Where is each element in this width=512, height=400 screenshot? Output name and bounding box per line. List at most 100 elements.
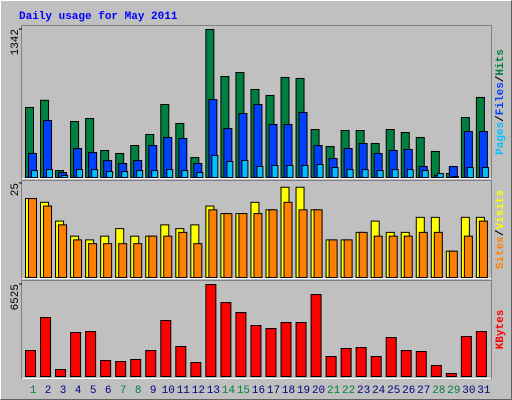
bar: [70, 332, 82, 377]
x-tick-label: 2: [45, 385, 52, 397]
bar: [385, 337, 397, 377]
legend: KBytes: [495, 310, 507, 350]
x-tick-label: 8: [135, 385, 142, 397]
bar: [340, 348, 352, 378]
bar: [316, 163, 324, 178]
x-tick-label: 16: [252, 385, 265, 397]
legend-separator: /: [495, 75, 507, 82]
bar: [253, 213, 263, 278]
bar: [436, 173, 444, 178]
bar: [205, 284, 217, 377]
bar: [346, 169, 354, 179]
bar: [175, 346, 187, 377]
bar: [133, 243, 143, 279]
bar: [298, 209, 308, 279]
y-tick-label: 1342: [10, 29, 22, 55]
legend-separator: /: [495, 115, 507, 122]
legend-entry: Sites: [495, 236, 507, 269]
bar: [91, 169, 99, 179]
bar: [445, 372, 457, 378]
bar: [115, 361, 127, 378]
bar: [46, 169, 54, 179]
bar: [160, 320, 172, 378]
bar: [130, 359, 142, 377]
bar: [43, 205, 53, 278]
x-tick-label: 31: [477, 385, 491, 397]
bar: [106, 171, 114, 178]
bar: [433, 231, 443, 279]
bar: [475, 331, 487, 377]
x-tick-label: 23: [357, 385, 370, 397]
bar: [220, 302, 232, 378]
bar: [406, 169, 414, 179]
bar: [373, 235, 383, 278]
legend-entry: Visits: [495, 190, 507, 230]
bar: [118, 243, 128, 279]
legend-entry: KBytes: [495, 310, 507, 350]
x-tick-label: 20: [312, 385, 325, 397]
bar: [328, 239, 338, 278]
bar: [178, 231, 188, 279]
bar: [226, 161, 234, 178]
bar: [55, 369, 67, 378]
bar: [481, 166, 489, 179]
bar: [313, 209, 323, 279]
bar: [271, 164, 279, 179]
legend-entry: Pages: [495, 122, 507, 155]
bar: [418, 231, 428, 279]
bar: [451, 176, 459, 178]
bar: [208, 209, 218, 279]
bar: [460, 336, 472, 378]
legend-separator: /: [495, 229, 507, 236]
bar: [388, 235, 398, 278]
legend-entry: Files: [495, 82, 507, 115]
bar: [211, 154, 219, 179]
bar: [415, 351, 427, 377]
bar: [358, 231, 368, 279]
bar: [376, 170, 384, 178]
chart-title: Daily usage for May 2011: [19, 11, 178, 23]
bar: [331, 167, 339, 178]
bar: [250, 325, 262, 377]
x-tick-label: 14: [222, 385, 236, 397]
x-tick-label: 1: [30, 385, 37, 397]
bar: [40, 317, 52, 377]
bar: [43, 119, 53, 178]
bar: [280, 322, 292, 378]
bar: [430, 365, 442, 377]
bar: [295, 322, 307, 378]
bar: [466, 167, 474, 178]
bar: [448, 165, 458, 178]
x-tick-label: 25: [387, 385, 400, 397]
bar: [286, 164, 294, 179]
bar: [370, 356, 382, 378]
bar: [166, 169, 174, 179]
bar: [163, 235, 173, 278]
bar: [31, 170, 38, 178]
bar: [463, 235, 473, 278]
x-tick-label: 9: [150, 385, 157, 397]
bar: [301, 164, 309, 179]
bar: [28, 198, 37, 278]
bar: [190, 361, 202, 378]
bar: [148, 235, 158, 278]
bar: [121, 171, 129, 178]
x-tick-label: 11: [177, 385, 191, 397]
x-tick-label: 24: [372, 385, 386, 397]
bar: [265, 328, 277, 378]
bar: [25, 350, 36, 377]
x-tick-label: 26: [402, 385, 415, 397]
x-tick-label: 12: [192, 385, 205, 397]
x-tick-label: 22: [342, 385, 355, 397]
legend-entry: Hits: [495, 49, 507, 75]
x-tick-label: 13: [207, 385, 220, 397]
bar: [421, 170, 429, 178]
bar: [256, 165, 264, 178]
bar: [136, 170, 144, 178]
bar: [181, 170, 189, 178]
bar: [478, 220, 488, 279]
bar: [196, 172, 204, 179]
x-tick-label: 15: [237, 385, 250, 397]
